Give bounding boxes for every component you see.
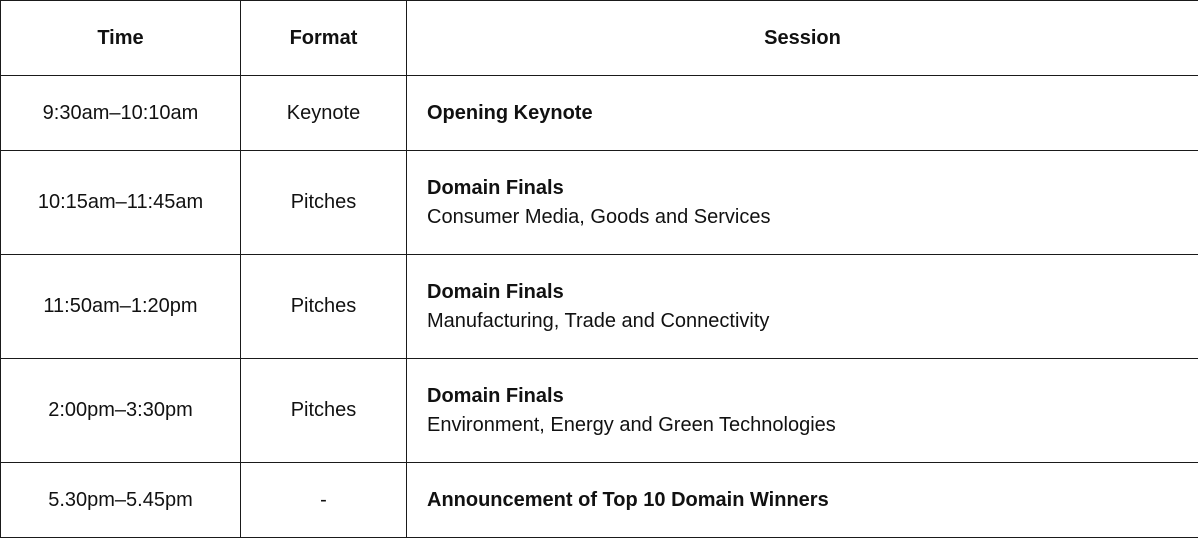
- table-row: 2:00pm–3:30pm Pitches Domain Finals Envi…: [1, 359, 1198, 463]
- time-cell: 9:30am–10:10am: [1, 76, 241, 151]
- format-cell: Pitches: [241, 151, 407, 255]
- column-header-format: Format: [241, 1, 407, 76]
- format-cell: Pitches: [241, 255, 407, 359]
- session-cell: Domain Finals Manufacturing, Trade and C…: [407, 255, 1198, 359]
- session-title: Domain Finals: [427, 382, 1197, 411]
- session-cell: Domain Finals Consumer Media, Goods and …: [407, 151, 1198, 255]
- column-header-session: Session: [407, 1, 1198, 76]
- session-title: Announcement of Top 10 Domain Winners: [427, 486, 1197, 515]
- session-cell: Domain Finals Environment, Energy and Gr…: [407, 359, 1198, 463]
- time-cell: 5.30pm–5.45pm: [1, 463, 241, 538]
- format-cell: -: [241, 463, 407, 538]
- session-cell: Opening Keynote: [407, 76, 1198, 151]
- session-title: Opening Keynote: [427, 99, 1197, 128]
- column-header-time: Time: [1, 1, 241, 76]
- session-description: Manufacturing, Trade and Connectivity: [427, 307, 1197, 336]
- table-row: 5.30pm–5.45pm - Announcement of Top 10 D…: [1, 463, 1198, 538]
- session-title: Domain Finals: [427, 278, 1197, 307]
- time-cell: 11:50am–1:20pm: [1, 255, 241, 359]
- time-cell: 10:15am–11:45am: [1, 151, 241, 255]
- session-description: Consumer Media, Goods and Services: [427, 203, 1197, 232]
- table-row: 9:30am–10:10am Keynote Opening Keynote: [1, 76, 1198, 151]
- session-description: Environment, Energy and Green Technologi…: [427, 411, 1197, 440]
- session-cell: Announcement of Top 10 Domain Winners: [407, 463, 1198, 538]
- session-title: Domain Finals: [427, 174, 1197, 203]
- table-row: 10:15am–11:45am Pitches Domain Finals Co…: [1, 151, 1198, 255]
- table-row: 11:50am–1:20pm Pitches Domain Finals Man…: [1, 255, 1198, 359]
- format-cell: Keynote: [241, 76, 407, 151]
- format-cell: Pitches: [241, 359, 407, 463]
- table-header-row: Time Format Session: [1, 1, 1198, 76]
- time-cell: 2:00pm–3:30pm: [1, 359, 241, 463]
